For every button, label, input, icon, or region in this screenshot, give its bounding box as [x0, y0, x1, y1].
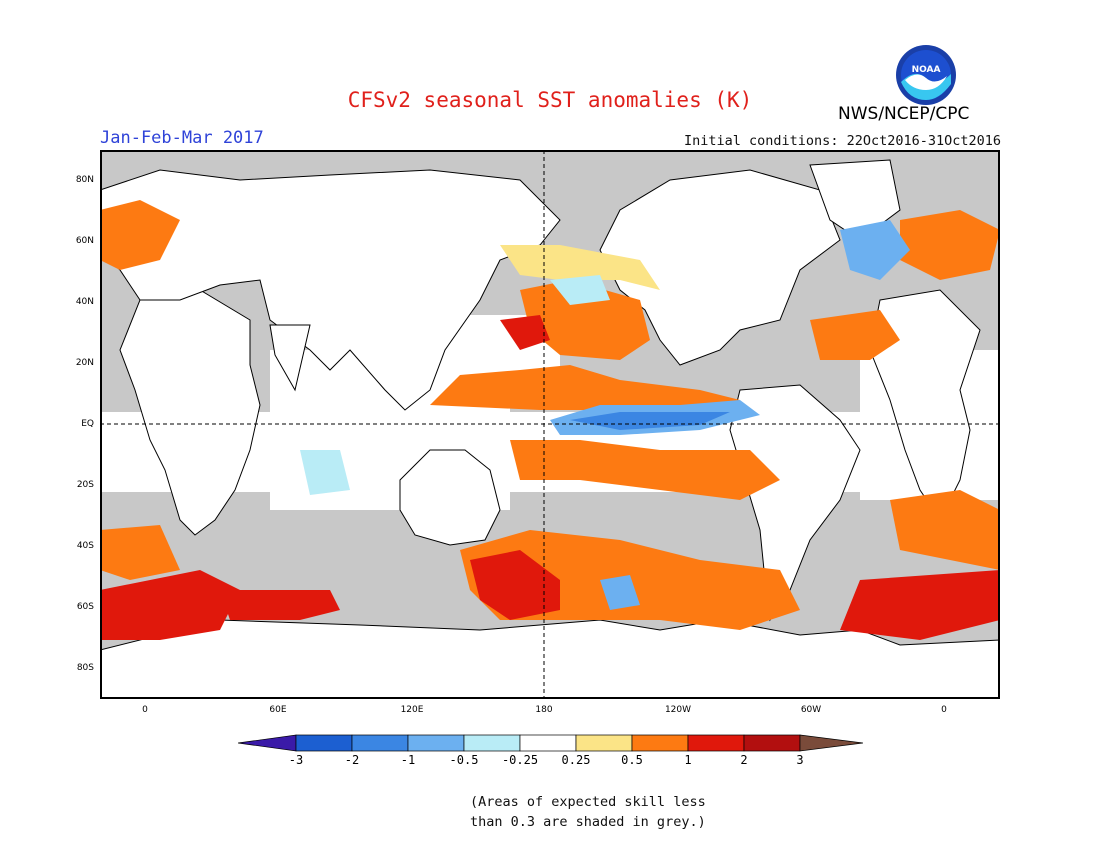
warm-anomaly-areas: [100, 200, 1000, 640]
map-border: [100, 150, 1000, 699]
colorbar-segment-1-2: [687, 734, 745, 752]
lat-label-60n: 60N: [75, 236, 94, 246]
lon-label-180: 180: [535, 705, 553, 715]
colorbar-label-025: 0.25: [561, 753, 591, 767]
colorbar-segment-025-05: [575, 734, 633, 752]
lon-label-60e: 60E: [269, 705, 287, 715]
lat-label-80n: 80N: [75, 175, 94, 185]
land-masses: [100, 159, 1000, 699]
colorbar-label-3: 3: [796, 753, 804, 767]
chart-title: CFSv2 seasonal SST anomalies (K): [347, 88, 753, 112]
lon-label-0: 0: [142, 705, 148, 715]
lat-label-60s: 60S: [76, 602, 94, 612]
colorbar-label-minus3: -3: [288, 753, 304, 767]
skill-note-line-1: (Areas of expected skill less: [470, 794, 706, 810]
colorbar-segment-minus3-minus2: [295, 734, 353, 752]
lat-label-40n: 40N: [75, 297, 94, 307]
colorbar-label-minus1: -1: [400, 753, 416, 767]
colorbar-segment-minus025-025: [519, 734, 577, 752]
colorbar-label-minus025: -0.25: [501, 753, 539, 767]
lat-label-40s: 40S: [76, 541, 94, 551]
colorbar-label-05: 0.5: [621, 753, 643, 767]
initial-conditions-label: Initial conditions: 22Oct2016-31Oct2016: [684, 133, 1001, 149]
lon-label-120w: 120W: [664, 705, 692, 715]
colorbar-segment-minus1-minus05: [407, 734, 465, 752]
skill-note: (Areas of expected skill less than 0.3 a…: [470, 792, 730, 832]
colorbar-label-minus2: -2: [344, 753, 360, 767]
lat-label-eq: EQ: [81, 419, 94, 429]
cool-anomaly-areas: [300, 220, 910, 610]
lon-label-120e: 120E: [400, 705, 424, 715]
lat-label-80s: 80S: [76, 663, 94, 673]
lon-label-0-east: 0: [941, 705, 947, 715]
logo-text: NOAA: [912, 65, 941, 75]
lat-label-20s: 20S: [76, 480, 94, 490]
colorbar-segment-2-3: [743, 734, 801, 752]
sst-anomaly-map: [100, 150, 1000, 699]
colorbar-label-2: 2: [740, 753, 748, 767]
season-label: Jan-Feb-Mar 2017: [100, 128, 264, 148]
colorbar-segment-gt-3: [799, 734, 863, 752]
colorbar-label-1: 1: [684, 753, 692, 767]
colorbar-segment-05-1: [631, 734, 689, 752]
lon-label-60w: 60W: [800, 705, 822, 715]
colorbar-segment-minus05-minus025: [463, 734, 521, 752]
anomaly-colorbar: [238, 734, 863, 752]
colorbar-segment-lt-minus3: [238, 734, 297, 752]
colorbar-label-minus05: -0.5: [449, 753, 479, 767]
skill-note-line-2: than 0.3 are shaded in grey.): [470, 814, 706, 830]
colorbar-segment-minus2-minus1: [351, 734, 409, 752]
lat-label-20n: 20N: [75, 358, 94, 368]
agency-label: NWS/NCEP/CPC: [838, 104, 970, 124]
noaa-logo: NOAA: [896, 45, 956, 105]
